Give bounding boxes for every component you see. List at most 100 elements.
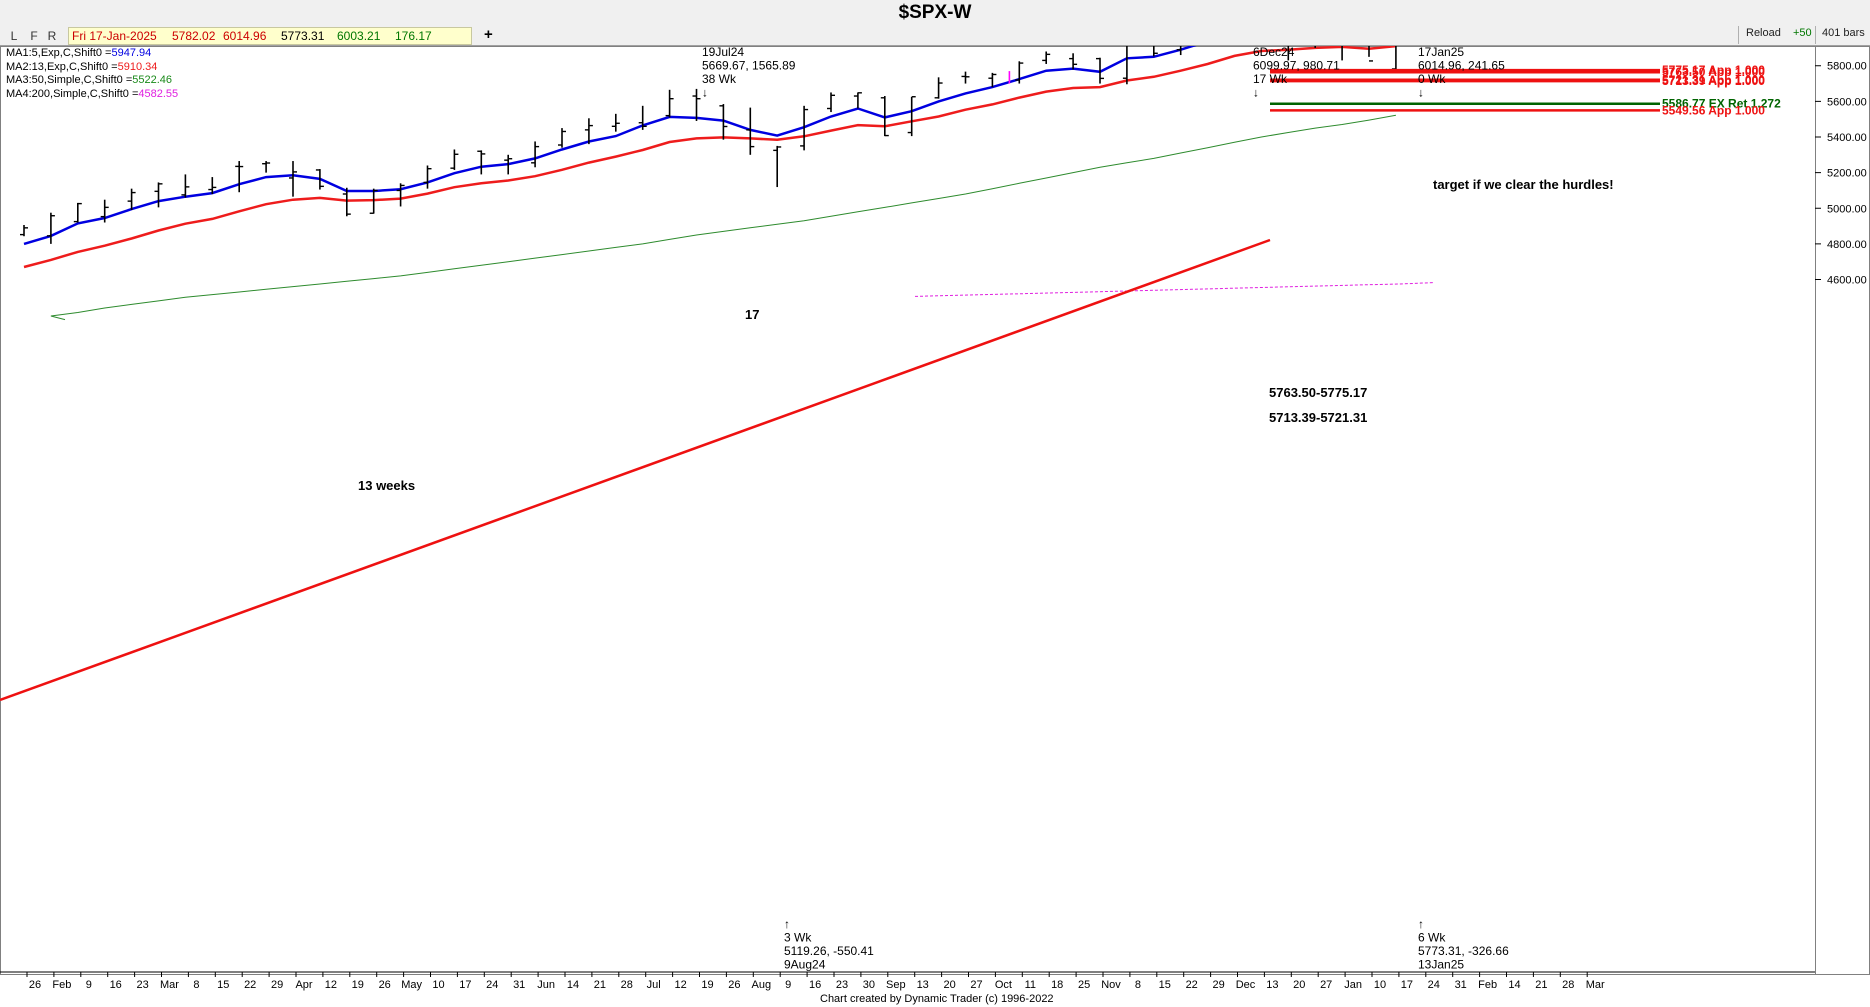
price-levels: 6301.85 EX Ret 1.6186188.82 EX Ret 1.272… — [1270, 63, 1781, 117]
price-bar — [1096, 57, 1104, 84]
x-tick-label: 27 — [970, 979, 982, 991]
x-tick-label: 10 — [1374, 979, 1386, 991]
x-tick-label: 24 — [1428, 979, 1440, 991]
ohlc-change: 176.17 — [395, 29, 432, 43]
y-tick-label: 5200.00 — [1827, 168, 1867, 180]
x-tick-label: Aug — [752, 979, 772, 991]
f-button[interactable]: F — [30, 29, 38, 43]
price-bar — [208, 177, 217, 194]
x-tick-label: 20 — [1293, 979, 1305, 991]
pivot-label-jan13: 13Jan25 — [1418, 958, 1464, 972]
x-tick-label: 19 — [701, 979, 713, 991]
price-bar — [611, 113, 620, 132]
y-tick-label: 4800.00 — [1827, 239, 1867, 251]
x-tick-label: 20 — [943, 979, 955, 991]
ma4-value: 4582.55 — [138, 87, 179, 100]
x-tick-label: Feb — [52, 979, 71, 991]
x-tick-label: 30 — [863, 979, 875, 991]
x-tick-label: 9 — [86, 979, 92, 991]
x-tick-label: 15 — [217, 979, 229, 991]
x-tick-label: 23 — [136, 979, 148, 991]
price-bar — [100, 199, 109, 223]
price-bar — [988, 72, 997, 88]
ma1-label: MA1:5,Exp,C,Shift0 = — [6, 47, 112, 59]
toolbar: $SPX-W L F R Fri 17-Jan-2025 5782.02 601… — [0, 0, 1870, 46]
price-bar — [827, 92, 835, 113]
price-bar — [1368, 46, 1373, 62]
pivot-label-jan13: 5773.31, -326.66 — [1418, 944, 1509, 958]
pivot-label-jul24: 38 Wk — [702, 72, 737, 86]
trend-lines — [0, 238, 1271, 702]
y-tick-label: 5800.00 — [1827, 61, 1867, 73]
ohlc-open: 5782.02 — [172, 29, 216, 43]
price-bar — [719, 104, 728, 140]
price-bar — [692, 88, 701, 121]
x-tick-label: 25 — [1078, 979, 1090, 991]
x-tick-label: Oct — [995, 979, 1012, 991]
x-tick-label: Mar — [160, 979, 179, 991]
l-button[interactable]: L — [10, 29, 18, 43]
price-level-label: 5763.50 App 1.000 — [1662, 65, 1765, 79]
plus50-button[interactable]: +50 — [1793, 27, 1812, 39]
x-tick-label: 28 — [621, 979, 633, 991]
price-bar — [154, 182, 163, 208]
y-tick-label: 4600.00 — [1827, 275, 1867, 287]
annotation-13-weeks: 13 weeks — [358, 478, 415, 493]
price-bar — [477, 150, 486, 175]
x-tick-label: 8 — [1135, 979, 1141, 991]
price-bar — [289, 161, 297, 197]
price-bar — [127, 188, 136, 211]
price-bar — [1122, 46, 1128, 85]
y-tick-label: 5000.00 — [1827, 203, 1867, 215]
price-bar — [746, 107, 755, 155]
x-tick-label: 22 — [1186, 979, 1198, 991]
x-tick-label: Jun — [537, 979, 555, 991]
pivot-label-dec24: ↓ — [1253, 86, 1259, 100]
ma2-legend: MA2:13,Exp,C,Shift0 =5910.34 — [6, 61, 178, 75]
pivot-label-aug24: 9Aug24 — [784, 958, 826, 972]
x-tick-label: 29 — [1212, 979, 1224, 991]
ma4-label: MA4:200,Simple,C,Shift0 = — [6, 87, 139, 100]
x-tick-label: 19 — [352, 979, 364, 991]
price-bar — [20, 224, 28, 237]
price-bar — [315, 169, 324, 190]
add-button[interactable]: + — [484, 26, 493, 43]
pivot-label-dec24: 6099.97, 980.71 — [1253, 59, 1340, 73]
pivot-label-jan13: ↑ — [1418, 917, 1424, 931]
price-bars — [20, 46, 1397, 244]
ma4-legend: MA4:200,Simple,C,Shift0 =4582.55 — [6, 88, 178, 102]
price-bar — [262, 161, 271, 173]
ma3-legend: MA3:50,Simple,C,Shift0 =5522.46 — [6, 74, 178, 88]
price-bar — [342, 187, 351, 217]
y-tick-label: 5400.00 — [1827, 132, 1867, 144]
x-tick-label: 31 — [1455, 979, 1467, 991]
upper-trendline — [0, 238, 1271, 702]
reload-button[interactable]: Reload — [1746, 27, 1781, 39]
price-bar — [584, 118, 593, 145]
x-tick-label: May — [401, 979, 422, 991]
price-bar — [1176, 46, 1182, 56]
x-tick-label: 26 — [29, 979, 41, 991]
ma4-line — [914, 282, 1435, 297]
x-tick-label: Jan — [1344, 979, 1362, 991]
pivot-label-dec24: 17 Wk — [1253, 72, 1288, 86]
price-bar — [934, 77, 943, 99]
x-tick-label: 10 — [432, 979, 444, 991]
x-tick-label: 12 — [325, 979, 337, 991]
price-bar — [1287, 46, 1290, 61]
annotations: 13 weeks 17 target if we clear the hurdles… — [358, 46, 1614, 972]
price-axis-panel — [1815, 46, 1870, 975]
zone-label-lower: 5713.39-5721.31 — [1269, 410, 1367, 425]
ma2-line — [23, 46, 1397, 269]
bar-count: 401 bars — [1822, 27, 1865, 39]
x-tick-label: 9 — [785, 979, 791, 991]
x-tick-label: 17 — [459, 979, 471, 991]
x-tick-label: 28 — [1562, 979, 1574, 991]
x-tick-label: 16 — [809, 979, 821, 991]
price-bar — [880, 96, 889, 137]
price-bar — [181, 174, 190, 198]
r-button[interactable]: R — [47, 29, 57, 43]
chart-credit: Chart created by Dynamic Trader (c) 1996… — [820, 993, 1054, 1005]
price-chart[interactable]: 6301.85 EX Ret 1.6186188.82 EX Ret 1.272… — [0, 46, 1870, 1007]
zone-label-upper: 5763.50-5775.17 — [1269, 385, 1367, 400]
